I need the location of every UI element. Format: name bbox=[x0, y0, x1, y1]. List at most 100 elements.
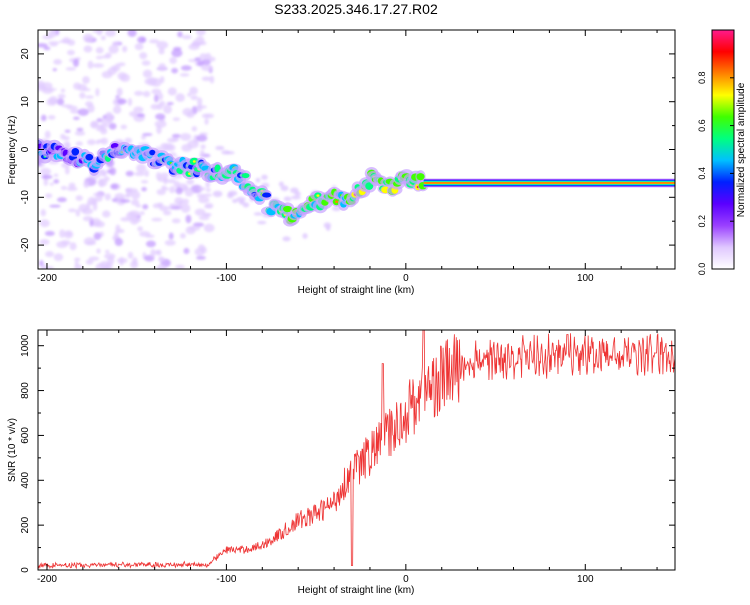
ridge-blob bbox=[416, 173, 425, 181]
colorbar-axes: 0.0 0.2 0.4 0.6 0.8 bbox=[697, 72, 734, 275]
noise-blob bbox=[96, 248, 101, 254]
noise-blob bbox=[100, 118, 112, 125]
noise-blob bbox=[97, 139, 104, 144]
noise-blob bbox=[167, 137, 177, 143]
noise-blob bbox=[204, 204, 213, 209]
noise-blob bbox=[77, 83, 88, 92]
noise-blob bbox=[158, 47, 165, 55]
noise-blob bbox=[185, 214, 192, 224]
noise-blob bbox=[93, 232, 102, 240]
carrier-band bbox=[423, 182, 675, 184]
noise-blob bbox=[154, 94, 159, 103]
noise-blob bbox=[107, 256, 115, 265]
noise-blob bbox=[192, 39, 198, 47]
noise-blob bbox=[158, 63, 167, 72]
noise-blob bbox=[95, 47, 104, 54]
noise-blob bbox=[127, 251, 134, 259]
noise-blob bbox=[92, 63, 104, 68]
noise-blob bbox=[197, 97, 203, 107]
noise-blob bbox=[49, 204, 61, 208]
noise-blob bbox=[102, 210, 111, 218]
noise-blob bbox=[59, 39, 71, 44]
noise-blob bbox=[180, 203, 191, 213]
noise-blob bbox=[157, 202, 164, 208]
noise-blob bbox=[184, 187, 194, 197]
ridge-blob bbox=[365, 182, 374, 190]
noise-blob bbox=[110, 183, 119, 190]
noise-blob bbox=[108, 122, 117, 130]
noise-blob bbox=[75, 209, 81, 217]
noise-blob bbox=[171, 218, 181, 224]
noise-blob bbox=[137, 226, 143, 232]
noise-blob bbox=[148, 39, 160, 44]
noise-blob bbox=[88, 256, 100, 261]
noise-blob bbox=[196, 255, 206, 260]
noise-blob bbox=[128, 210, 141, 218]
noise-blob bbox=[163, 177, 168, 185]
noise-blob bbox=[190, 184, 203, 194]
noise-blob bbox=[79, 92, 86, 99]
noise-blob bbox=[134, 43, 144, 51]
noise-blob bbox=[59, 229, 66, 238]
noise-blob bbox=[43, 46, 51, 51]
noise-blob bbox=[191, 126, 198, 132]
noise-blob bbox=[156, 103, 163, 110]
noise-blob bbox=[43, 177, 49, 187]
spectrogram-y-tick-label: 10 bbox=[20, 96, 31, 108]
noise-blob bbox=[192, 222, 205, 227]
noise-blob bbox=[139, 52, 148, 60]
noise-blob bbox=[139, 231, 151, 237]
noise-blob bbox=[155, 113, 166, 120]
noise-blob bbox=[199, 149, 205, 157]
noise-blob bbox=[100, 35, 106, 41]
noise-blob bbox=[98, 179, 105, 188]
noise-blob bbox=[125, 170, 134, 177]
noise-blob bbox=[169, 56, 177, 64]
noise-blob bbox=[66, 105, 78, 110]
noise-blob bbox=[45, 251, 54, 258]
noise-blob bbox=[236, 196, 246, 202]
noise-blob bbox=[105, 111, 113, 118]
noise-blob bbox=[205, 113, 214, 119]
noise-blob bbox=[188, 225, 201, 231]
noise-blob bbox=[76, 127, 84, 132]
noise-blob bbox=[140, 180, 149, 184]
noise-blob bbox=[122, 45, 128, 53]
noise-blob bbox=[53, 58, 62, 65]
noise-blob bbox=[130, 199, 140, 206]
noise-blob bbox=[75, 195, 83, 201]
snr-xlabel: Height of straight line (km) bbox=[298, 585, 415, 596]
noise-blob bbox=[169, 186, 176, 194]
spectrogram-ridge bbox=[38, 138, 429, 227]
spectrogram-ylabel: Frequency (Hz) bbox=[7, 116, 18, 185]
noise-blob bbox=[159, 257, 166, 261]
noise-blob bbox=[154, 120, 167, 128]
noise-blob bbox=[197, 244, 205, 252]
noise-blob bbox=[95, 221, 105, 228]
noise-blob bbox=[40, 167, 52, 176]
colorbar-tick-label: 0.8 bbox=[697, 72, 707, 85]
noise-blob bbox=[74, 261, 79, 266]
noise-blob bbox=[171, 49, 183, 58]
snr-x-tick-label: -200 bbox=[37, 574, 57, 585]
noise-blob bbox=[134, 171, 146, 177]
spectrogram-marks bbox=[38, 30, 675, 269]
noise-blob bbox=[129, 111, 138, 117]
noise-blob bbox=[56, 98, 65, 106]
noise-blob bbox=[38, 83, 46, 92]
noise-blob bbox=[65, 67, 77, 71]
noise-blob bbox=[48, 96, 58, 105]
spectrogram-y-tick-label: 20 bbox=[20, 48, 31, 60]
noise-blob bbox=[201, 76, 212, 82]
spectrogram-x-tick-label: -200 bbox=[37, 273, 57, 284]
noise-blob bbox=[188, 43, 200, 50]
noise-blob bbox=[92, 30, 104, 33]
noise-blob bbox=[114, 237, 123, 247]
noise-blob bbox=[173, 181, 181, 188]
noise-blob bbox=[255, 177, 261, 183]
noise-blob bbox=[136, 113, 145, 118]
colorbar-tick-label: 0.6 bbox=[697, 119, 707, 132]
noise-blob bbox=[280, 185, 289, 192]
